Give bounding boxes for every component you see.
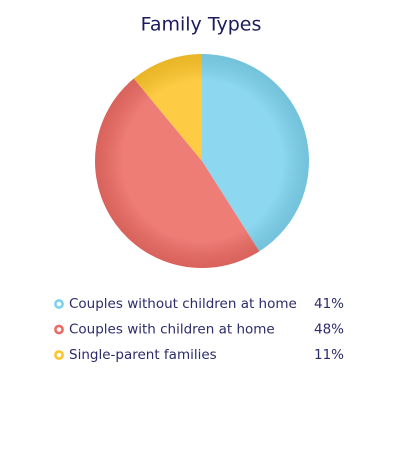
legend-label: Couples with children at home (69, 322, 275, 338)
chart-title: Family Types (141, 14, 262, 36)
legend-marker (54, 324, 64, 335)
legend-value: 41% (314, 296, 344, 312)
pie (95, 54, 309, 268)
legend-marker (54, 299, 64, 309)
legend: Couples without children at home 41% Coupl… (54, 296, 344, 363)
legend-marker (54, 350, 64, 360)
legend-value: 11% (314, 347, 344, 363)
legend-label: Couples without children at home (69, 296, 297, 312)
legend-value: 48% (314, 322, 344, 338)
legend-label: Single-parent families (69, 347, 217, 363)
